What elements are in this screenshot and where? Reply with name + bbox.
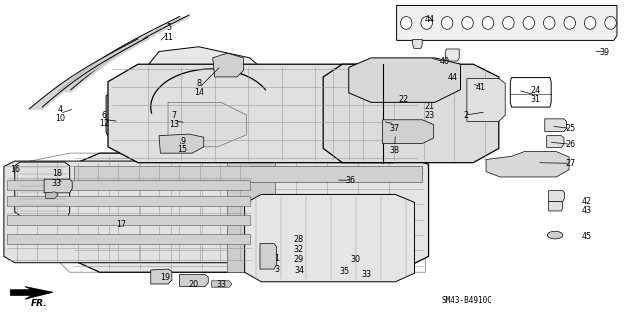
Ellipse shape (462, 17, 473, 29)
Polygon shape (10, 286, 53, 299)
Ellipse shape (421, 17, 433, 29)
Text: 8: 8 (197, 79, 202, 88)
Ellipse shape (584, 17, 596, 29)
Polygon shape (44, 179, 72, 193)
Text: 18: 18 (52, 169, 62, 178)
Polygon shape (74, 166, 422, 182)
Polygon shape (548, 191, 564, 201)
Polygon shape (151, 269, 172, 284)
Text: 9: 9 (180, 137, 185, 145)
Text: 19: 19 (161, 272, 170, 281)
Polygon shape (244, 195, 415, 282)
Text: 1: 1 (274, 254, 279, 263)
Text: 31: 31 (531, 95, 541, 104)
Polygon shape (106, 91, 138, 142)
Ellipse shape (442, 17, 453, 29)
Text: 39: 39 (599, 48, 609, 57)
Text: 41: 41 (476, 83, 486, 92)
Polygon shape (545, 119, 566, 131)
Polygon shape (168, 102, 246, 147)
Text: 3: 3 (274, 264, 279, 274)
Text: 30: 30 (350, 255, 360, 264)
Polygon shape (7, 196, 250, 205)
Ellipse shape (401, 17, 412, 29)
Text: 20: 20 (189, 280, 198, 289)
Text: 33: 33 (52, 179, 62, 188)
Text: 2: 2 (463, 111, 468, 120)
Polygon shape (7, 180, 250, 190)
Text: 33: 33 (216, 280, 226, 289)
Polygon shape (547, 136, 564, 147)
Text: 44: 44 (448, 73, 458, 82)
Text: 29: 29 (294, 255, 304, 264)
Text: 34: 34 (294, 265, 304, 275)
Ellipse shape (543, 17, 555, 29)
Ellipse shape (482, 17, 493, 29)
Polygon shape (486, 152, 569, 177)
Circle shape (547, 231, 563, 239)
Text: 42: 42 (582, 197, 592, 206)
Polygon shape (70, 153, 429, 272)
Polygon shape (179, 274, 208, 286)
Polygon shape (548, 201, 563, 211)
Text: 45: 45 (582, 232, 592, 241)
Text: 10: 10 (55, 114, 65, 123)
Text: 11: 11 (164, 33, 173, 42)
Ellipse shape (523, 17, 534, 29)
Text: FR.: FR. (31, 299, 47, 308)
Polygon shape (397, 5, 617, 41)
Text: 16: 16 (10, 165, 20, 174)
Text: 38: 38 (390, 146, 400, 155)
Polygon shape (212, 53, 243, 77)
Text: 21: 21 (425, 102, 435, 111)
Text: 35: 35 (339, 267, 349, 276)
Text: 24: 24 (531, 86, 541, 95)
Polygon shape (445, 49, 460, 61)
Text: 4: 4 (58, 105, 63, 114)
Ellipse shape (502, 17, 514, 29)
Text: 12: 12 (99, 119, 109, 129)
Text: 32: 32 (294, 245, 304, 254)
Text: 28: 28 (294, 235, 304, 244)
Polygon shape (467, 78, 505, 122)
Polygon shape (413, 40, 422, 48)
Text: 33: 33 (361, 270, 371, 279)
Polygon shape (227, 153, 275, 272)
Text: 23: 23 (425, 111, 435, 120)
Polygon shape (108, 64, 422, 163)
Polygon shape (15, 162, 70, 217)
Polygon shape (159, 134, 204, 153)
Polygon shape (7, 215, 250, 225)
Polygon shape (45, 192, 58, 198)
Text: 40: 40 (440, 57, 449, 66)
Text: 44: 44 (425, 15, 435, 24)
Polygon shape (147, 47, 282, 153)
Polygon shape (211, 281, 232, 287)
Text: SM43-B4910C: SM43-B4910C (442, 296, 492, 305)
Ellipse shape (605, 17, 616, 29)
Text: 14: 14 (195, 88, 204, 97)
Text: 37: 37 (390, 124, 400, 133)
Polygon shape (383, 120, 434, 144)
Text: 25: 25 (565, 124, 575, 133)
Text: 15: 15 (178, 145, 188, 154)
Text: 13: 13 (169, 120, 179, 129)
Ellipse shape (564, 17, 575, 29)
Text: 43: 43 (582, 206, 592, 215)
Polygon shape (4, 161, 256, 263)
Text: 6: 6 (102, 111, 107, 120)
Text: 27: 27 (565, 159, 575, 168)
Polygon shape (260, 244, 276, 269)
Text: 36: 36 (346, 176, 356, 185)
Text: 7: 7 (171, 111, 177, 120)
Text: 22: 22 (398, 95, 408, 104)
Text: 5: 5 (166, 23, 172, 32)
Polygon shape (349, 58, 461, 102)
Polygon shape (7, 234, 250, 244)
Polygon shape (323, 64, 499, 163)
Text: 17: 17 (116, 220, 126, 229)
Text: 26: 26 (565, 140, 575, 149)
